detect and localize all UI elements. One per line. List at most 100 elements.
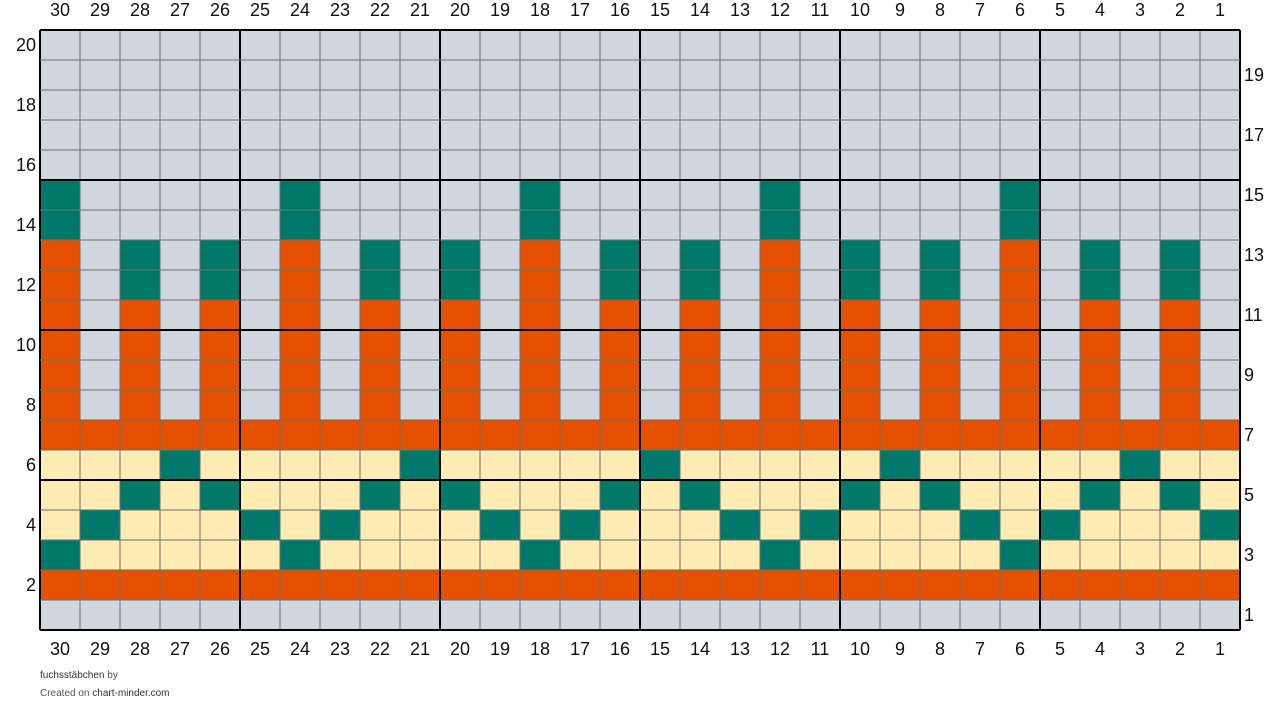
stitch-cell <box>200 540 240 570</box>
stitch-cell <box>560 510 600 540</box>
stitch-cell <box>1080 420 1120 450</box>
stitch-cell <box>960 210 1000 240</box>
stitch-cell <box>640 360 680 390</box>
row-labels-left: 20 18 16 14 12 10 8 6 4 2 <box>16 35 36 595</box>
stitch-cell <box>1040 600 1080 630</box>
stitch-cell <box>400 210 440 240</box>
stitch-cell <box>960 390 1000 420</box>
stitch-cell <box>760 90 800 120</box>
stitch-cell <box>920 540 960 570</box>
stitch-cell <box>960 60 1000 90</box>
stitch-cell <box>1160 420 1200 450</box>
stitch-cell <box>480 360 520 390</box>
stitch-cell <box>560 540 600 570</box>
stitch-cell <box>240 330 280 360</box>
column-label: 20 <box>450 0 470 20</box>
stitch-cell <box>520 180 560 210</box>
stitch-cell <box>1120 120 1160 150</box>
stitch-cell <box>440 420 480 450</box>
stitch-cell <box>1160 240 1200 270</box>
column-label: 26 <box>210 0 230 20</box>
row-label: 18 <box>16 95 36 115</box>
column-label: 15 <box>650 639 670 659</box>
column-label: 23 <box>330 0 350 20</box>
stitch-cell <box>240 360 280 390</box>
stitch-cell <box>480 300 520 330</box>
stitch-cell <box>840 450 880 480</box>
stitch-cell <box>680 450 720 480</box>
stitch-cell <box>400 60 440 90</box>
stitch-cell <box>1080 390 1120 420</box>
stitch-cell <box>480 240 520 270</box>
stitch-cell <box>240 210 280 240</box>
stitch-cell <box>400 570 440 600</box>
stitch-cell <box>680 150 720 180</box>
stitch-cell <box>320 480 360 510</box>
stitch-cell <box>200 480 240 510</box>
stitch-cell <box>40 210 80 240</box>
stitch-cell <box>1000 330 1040 360</box>
stitch-cell <box>360 150 400 180</box>
stitch-cell <box>360 270 400 300</box>
stitch-cell <box>520 240 560 270</box>
stitch-cell <box>720 540 760 570</box>
stitch-cell <box>320 300 360 330</box>
stitch-cell <box>1080 30 1120 60</box>
stitch-cell <box>400 420 440 450</box>
column-label: 26 <box>210 639 230 659</box>
column-label: 9 <box>895 639 905 659</box>
stitch-cell <box>1080 600 1120 630</box>
row-label: 4 <box>26 515 36 535</box>
stitch-cell <box>1120 210 1160 240</box>
stitch-cell <box>640 450 680 480</box>
stitch-cell <box>440 510 480 540</box>
stitch-cell <box>1000 480 1040 510</box>
stitch-cell <box>240 30 280 60</box>
stitch-cell <box>40 510 80 540</box>
stitch-cell <box>960 180 1000 210</box>
column-label: 16 <box>610 639 630 659</box>
stitch-cell <box>1080 150 1120 180</box>
stitch-cell <box>1080 570 1120 600</box>
site-link[interactable]: chart-minder.com <box>92 688 170 699</box>
row-labels-right: 19 17 15 13 11 9 7 5 3 1 <box>1244 65 1264 625</box>
stitch-cell <box>960 540 1000 570</box>
stitch-cell <box>880 90 920 120</box>
stitch-cell <box>720 150 760 180</box>
stitch-cell <box>880 180 920 210</box>
stitch-cell <box>400 180 440 210</box>
stitch-cell <box>440 120 480 150</box>
column-label: 5 <box>1055 639 1065 659</box>
stitch-cell <box>1000 150 1040 180</box>
stitch-cell <box>680 480 720 510</box>
stitch-cell <box>1160 570 1200 600</box>
stitch-cell <box>1200 420 1240 450</box>
column-label: 15 <box>650 0 670 20</box>
row-label: 16 <box>16 155 36 175</box>
stitch-cell <box>120 120 160 150</box>
column-label: 9 <box>895 0 905 20</box>
stitch-cell <box>400 30 440 60</box>
stitch-cell <box>640 150 680 180</box>
stitch-cell <box>80 540 120 570</box>
stitch-cell <box>280 450 320 480</box>
stitch-cell <box>40 420 80 450</box>
column-label: 6 <box>1015 639 1025 659</box>
stitch-cell <box>160 90 200 120</box>
stitch-cell <box>120 390 160 420</box>
stitch-cell <box>440 270 480 300</box>
stitch-cell <box>1080 180 1120 210</box>
stitch-cell <box>680 330 720 360</box>
stitch-cell <box>1200 300 1240 330</box>
stitch-cell <box>1120 240 1160 270</box>
column-label: 3 <box>1135 639 1145 659</box>
stitch-cell <box>120 570 160 600</box>
stitch-cell <box>480 30 520 60</box>
column-label: 6 <box>1015 0 1025 20</box>
stitch-cell <box>520 450 560 480</box>
stitch-cell <box>440 390 480 420</box>
stitch-cell <box>840 600 880 630</box>
stitch-cell <box>720 570 760 600</box>
stitch-cell <box>80 360 120 390</box>
stitch-cell <box>560 270 600 300</box>
